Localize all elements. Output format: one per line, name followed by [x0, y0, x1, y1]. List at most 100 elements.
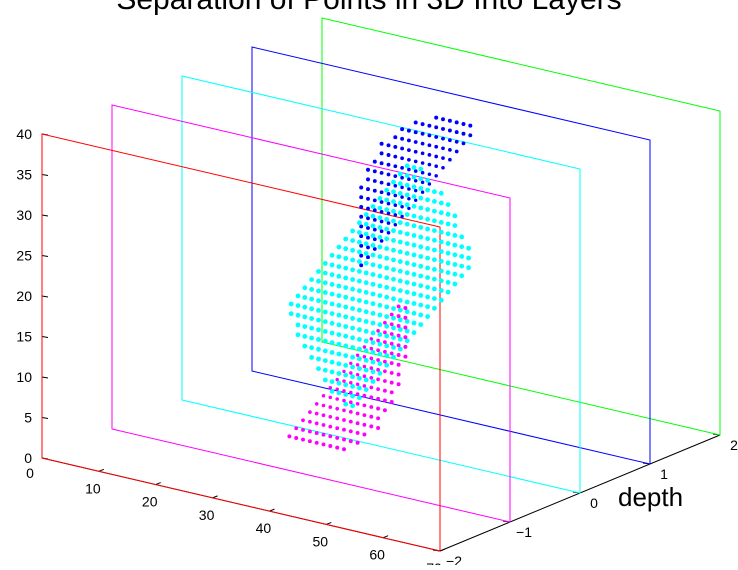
data-point-depth-0 — [384, 362, 390, 368]
data-point-depth--1 — [369, 424, 374, 429]
data-point-depth-0 — [363, 231, 369, 237]
data-point-depth-0 — [397, 336, 403, 342]
data-point-depth-1 — [379, 200, 384, 204]
data-point-depth-0 — [445, 221, 451, 227]
data-point-depth-0 — [397, 171, 403, 177]
data-point-depth-0 — [397, 288, 403, 293]
data-point-depth-0 — [316, 269, 321, 274]
data-point-depth-0 — [377, 351, 383, 357]
z-tick-label: 1 — [660, 466, 668, 482]
data-point-depth-0 — [363, 348, 369, 354]
data-point-depth--1 — [396, 333, 401, 338]
x-tick-label: 70 — [426, 560, 442, 565]
data-point-depth-1 — [454, 130, 459, 135]
data-point-depth-1 — [393, 213, 398, 217]
data-point-depth--1 — [369, 385, 374, 390]
data-point-depth-0 — [343, 372, 349, 378]
data-point-depth-0 — [329, 320, 335, 326]
z-tick-label: 2 — [730, 437, 738, 453]
z-tick-label: 0 — [590, 495, 598, 511]
data-point-depth-0 — [384, 343, 390, 349]
data-point-depth-0 — [363, 377, 369, 383]
data-point-depth-0 — [329, 262, 335, 268]
data-point-depth-0 — [411, 213, 417, 219]
data-point-depth-0 — [329, 379, 335, 384]
data-point-depth-0 — [377, 215, 383, 221]
y-tick-mark — [41, 376, 49, 379]
data-point-depth-1 — [379, 229, 384, 234]
data-point-depth-1 — [413, 169, 418, 173]
data-point-depth-1 — [413, 179, 418, 183]
data-point-depth-0 — [302, 285, 308, 291]
layer-frame-depth-0 — [181, 75, 581, 494]
data-point-depth--1 — [335, 397, 339, 401]
data-point-depth-0 — [404, 182, 410, 188]
data-point-depth--1 — [342, 398, 346, 403]
data-point-depth--1 — [403, 306, 408, 310]
data-point-depth--1 — [389, 312, 394, 317]
data-point-depth-0 — [343, 333, 349, 339]
data-point-depth--1 — [369, 346, 374, 351]
data-point-depth-0 — [391, 208, 396, 214]
data-point-depth-0 — [404, 202, 410, 208]
data-point-depth-1 — [427, 133, 432, 138]
data-point-depth-1 — [407, 196, 411, 201]
data-point-depth-1 — [400, 185, 404, 190]
data-point-depth--1 — [314, 440, 319, 445]
data-point-depth-0 — [377, 254, 383, 260]
data-point-depth-0 — [411, 194, 417, 200]
data-point-depth--1 — [383, 320, 387, 325]
data-point-depth-0 — [357, 317, 362, 323]
data-point-depth-1 — [454, 139, 459, 144]
data-point-depth-0 — [397, 327, 403, 332]
data-point-depth--1 — [396, 304, 401, 309]
y-tick-label: 10 — [16, 369, 32, 385]
data-point-depth-0 — [322, 299, 328, 305]
data-point-depth-1 — [379, 219, 384, 224]
data-point-depth--1 — [355, 430, 360, 435]
data-point-depth-0 — [432, 257, 437, 263]
data-point-depth-0 — [377, 322, 383, 328]
data-point-depth--1 — [376, 328, 380, 333]
data-point-depth-1 — [386, 221, 391, 225]
data-point-depth-0 — [445, 289, 451, 295]
data-point-depth--1 — [383, 349, 387, 354]
data-point-depth-1 — [372, 179, 377, 183]
data-point-depth-0 — [425, 236, 430, 242]
data-point-depth-0 — [363, 309, 369, 315]
data-point-depth-0 — [336, 264, 342, 269]
data-point-depth-1 — [441, 136, 445, 141]
data-point-depth-0 — [384, 246, 390, 252]
x-tick-label: 50 — [312, 533, 328, 549]
data-point-depth-0 — [336, 244, 342, 250]
data-point-depth-0 — [404, 163, 410, 169]
data-point-depth-0 — [370, 330, 376, 336]
data-point-depth-1 — [414, 198, 418, 202]
data-point-depth-0 — [384, 323, 390, 329]
data-point-depth-1 — [413, 130, 418, 135]
data-point-depth-0 — [384, 226, 390, 232]
data-point-depth-0 — [452, 242, 458, 248]
data-point-depth-1 — [461, 122, 466, 126]
data-point-depth--1 — [328, 395, 333, 400]
data-point-depth-1 — [407, 167, 411, 172]
data-point-depth--1 — [342, 427, 346, 432]
x-tick-mark — [269, 508, 275, 512]
data-point-depth-0 — [418, 234, 424, 240]
data-point-depth-1 — [434, 115, 439, 120]
data-point-depth-1 — [400, 166, 404, 170]
data-point-depth-1 — [434, 154, 439, 159]
data-point-depth-0 — [425, 216, 430, 222]
data-point-depth-0 — [438, 268, 444, 274]
data-point-depth-0 — [329, 369, 335, 375]
data-point-depth--1 — [335, 377, 339, 382]
data-point-depth--1 — [376, 367, 380, 372]
data-point-depth-0 — [350, 345, 355, 350]
data-point-depth-0 — [336, 322, 342, 328]
layer-frames — [41, 17, 721, 552]
data-point-depth-0 — [411, 223, 417, 229]
data-point-depth-0 — [370, 213, 376, 219]
data-point-depth--1 — [335, 387, 339, 392]
data-point-depth--1 — [362, 422, 367, 427]
data-point-depth-0 — [432, 296, 437, 301]
